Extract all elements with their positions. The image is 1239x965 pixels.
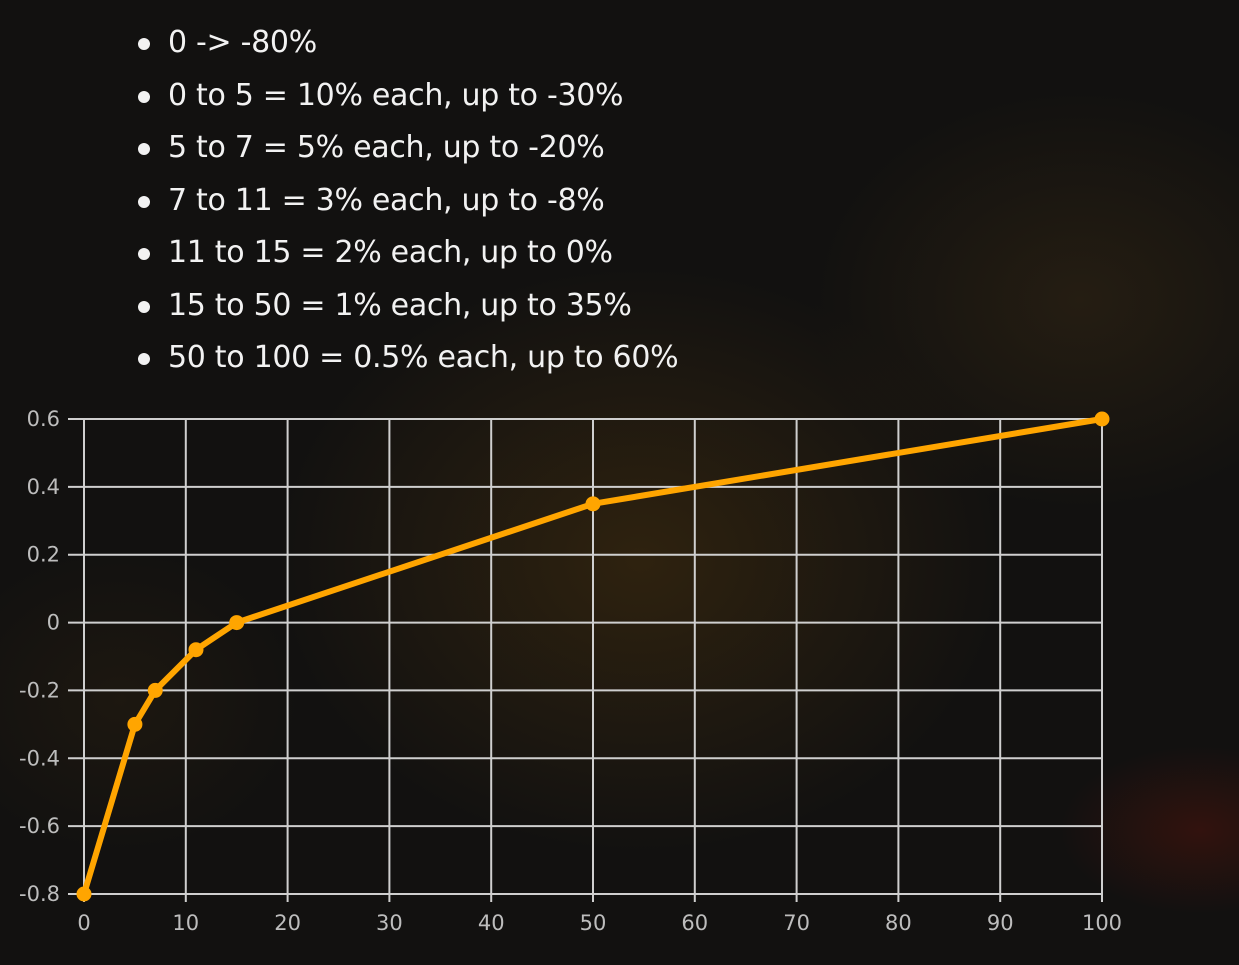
data-point [188,642,204,658]
data-point [127,716,143,732]
x-tick-label: 50 [580,911,607,935]
x-tick-label: 60 [681,911,708,935]
x-tick-label: 100 [1082,911,1122,935]
x-tick-label: 70 [783,911,810,935]
chart-series [76,411,1110,902]
bullet-item: 11 to 15 = 2% each, up to 0% [132,227,678,280]
y-tick-label: 0.2 [27,543,60,567]
data-point [147,682,163,698]
y-tick-label: -0.4 [19,746,60,770]
y-tick-label: 0.4 [27,475,60,499]
bullet-item: 0 to 5 = 10% each, up to -30% [132,70,678,123]
x-tick-label: 90 [987,911,1014,935]
y-tick-label: -0.6 [19,814,60,838]
data-point [229,615,245,631]
bullet-item: 50 to 100 = 0.5% each, up to 60% [132,332,679,385]
y-tick-label: -0.2 [19,678,60,702]
bullet-item: 7 to 11 = 3% each, up to -8% [132,175,678,228]
x-tick-label: 80 [885,911,912,935]
x-tick-label: 10 [172,911,199,935]
data-point [1094,411,1110,427]
chart-grid [68,418,1103,902]
x-tick-label: 30 [376,911,403,935]
chart-ticks: 0 10 20 30 40 50 60 70 80 90 100 0.6 0.4 0.2 0 -0.2 -0.4… [19,407,1122,935]
y-tick-label: 0.6 [27,407,60,431]
bullet-item: 0 -> -80% [132,17,678,70]
bullet-list: 0 -> -80% 0 to 5 = 10% each, up to -30% … [132,17,679,385]
y-tick-label: 0 [47,611,60,635]
x-tick-label: 40 [478,911,505,935]
x-tick-label: 0 [77,911,90,935]
data-point [76,886,92,902]
y-tick-label: -0.8 [19,882,60,906]
bullet-item: 15 to 50 = 1% each, up to 35% [132,280,678,333]
line-chart: 0 10 20 30 40 50 60 70 80 90 100 0.6 0.4 0.2 0 -0.2 -0.4… [19,407,1122,935]
bullet-item: 5 to 7 = 5% each, up to -20% [132,122,678,175]
x-tick-label: 20 [274,911,301,935]
data-point [585,496,601,512]
